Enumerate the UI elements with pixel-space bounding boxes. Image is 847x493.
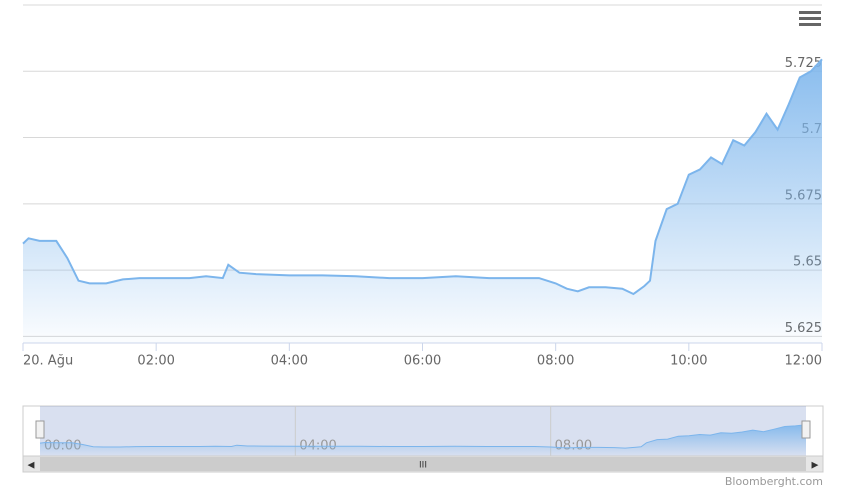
navigator-area — [40, 424, 806, 455]
scrollbar-grip: III — [419, 461, 427, 471]
scroll-left[interactable]: ◀ — [28, 461, 35, 471]
y-tick-label: 5.725 — [785, 56, 822, 71]
menu-bar[interactable] — [799, 23, 821, 26]
x-tick-label: 06:00 — [404, 354, 441, 369]
x-tick-label: 04:00 — [271, 354, 308, 369]
navigator-line — [39, 424, 807, 449]
x-tick-label: 02:00 — [137, 354, 174, 369]
x-tick-label: 08:00 — [537, 354, 574, 369]
menu-bar[interactable] — [799, 11, 821, 14]
x-tick-label: 10:00 — [670, 354, 707, 369]
scrollbar-thumb[interactable] — [40, 457, 806, 471]
navigator-handle-right[interactable] — [801, 420, 811, 439]
x-tick-label: 12:00 — [785, 354, 822, 369]
navigator-handle-left[interactable] — [35, 420, 45, 439]
series-line — [22, 58, 823, 296]
menu-bar[interactable] — [799, 17, 821, 20]
x-tick-label: 20. Ağu — [23, 354, 73, 369]
menu-button[interactable] — [799, 11, 821, 26]
series-area — [23, 59, 822, 344]
scroll-right[interactable]: ▶ — [812, 461, 819, 471]
credits[interactable]: Bloomberght.com — [725, 475, 823, 488]
